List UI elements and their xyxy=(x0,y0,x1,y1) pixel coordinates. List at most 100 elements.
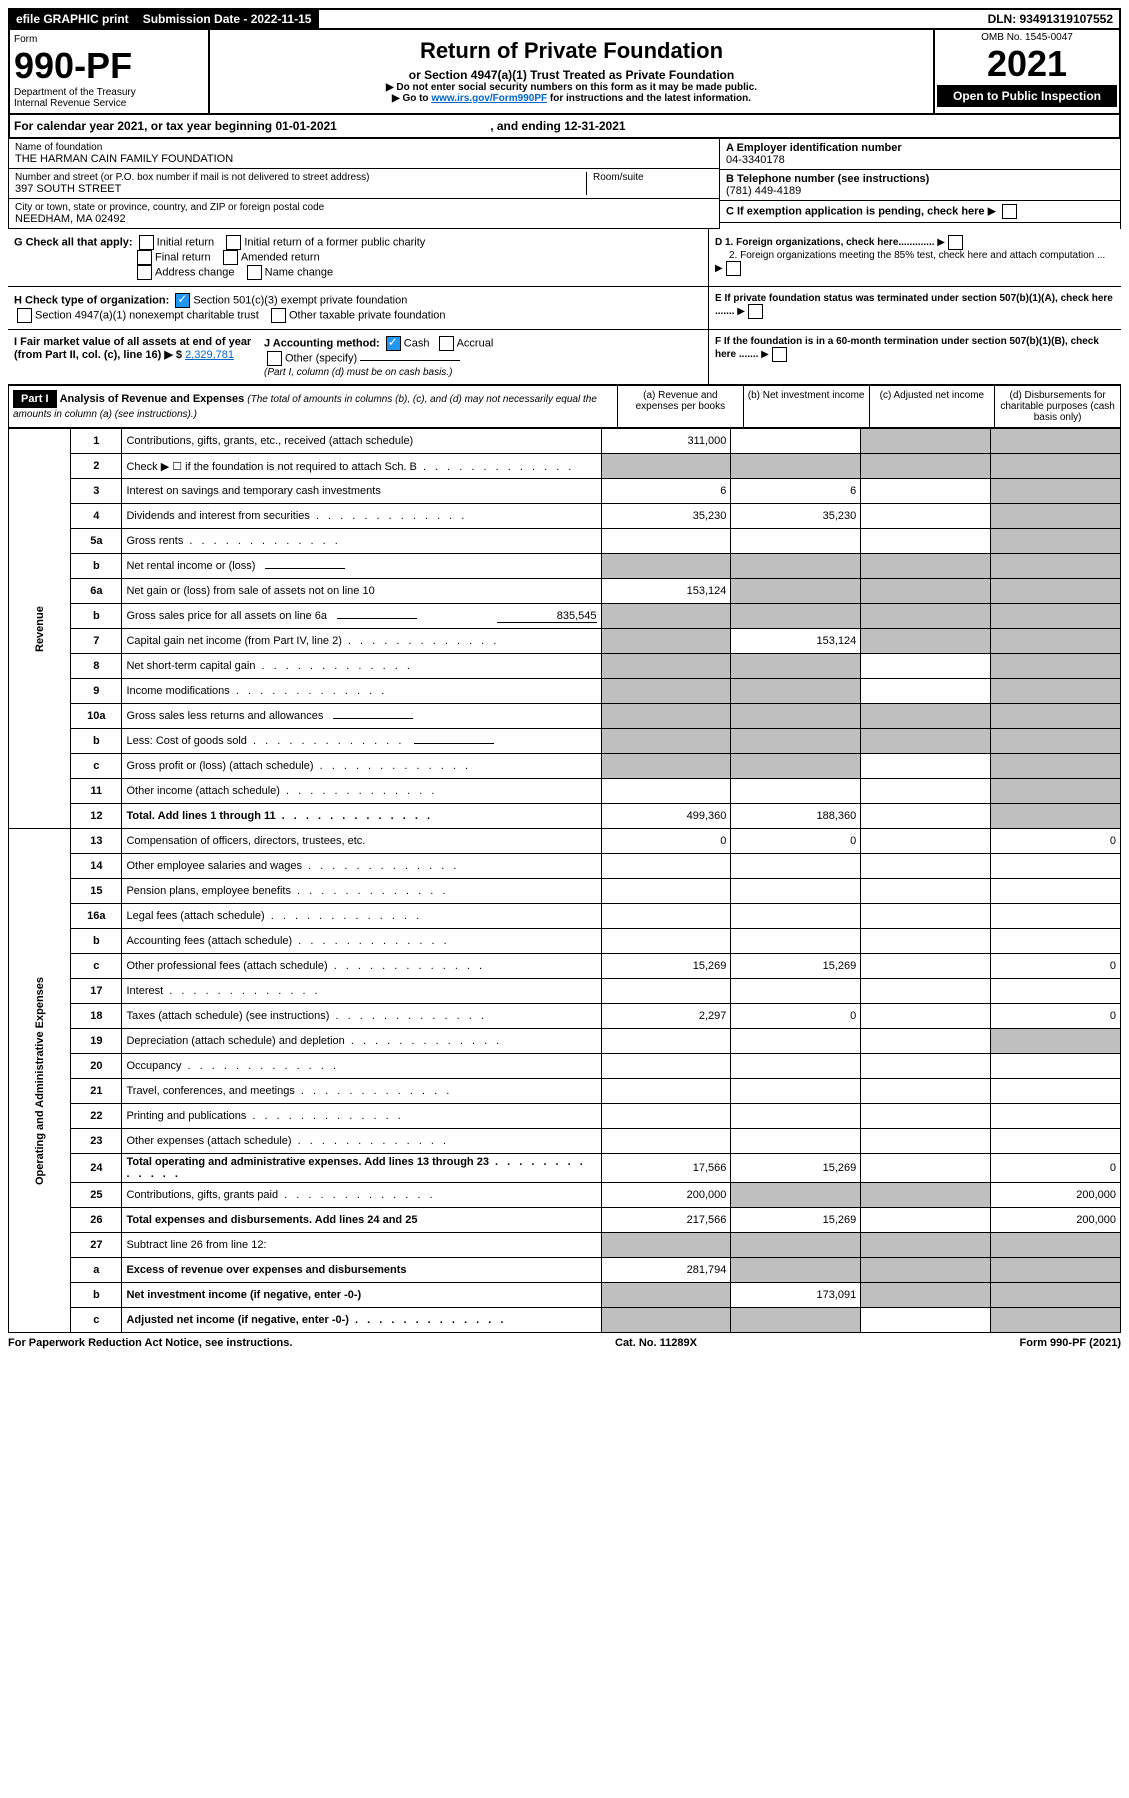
h3-checkbox[interactable] xyxy=(271,308,286,323)
j-other[interactable] xyxy=(267,351,282,366)
cell-d xyxy=(991,904,1121,929)
cell-a xyxy=(601,1079,731,1104)
cell-d xyxy=(991,929,1121,954)
table-row: 12Total. Add lines 1 through 11499,36018… xyxy=(9,804,1121,829)
checks-h: H Check type of organization: Section 50… xyxy=(8,287,1121,330)
cell-b xyxy=(731,1029,861,1054)
g-final[interactable] xyxy=(137,250,152,265)
cell-a xyxy=(601,554,731,579)
cell-c xyxy=(861,679,991,704)
cell-d: 0 xyxy=(991,829,1121,854)
table-row: bLess: Cost of goods sold xyxy=(9,729,1121,754)
table-row: 18Taxes (attach schedule) (see instructi… xyxy=(9,1004,1121,1029)
j-note: (Part I, column (d) must be on cash basi… xyxy=(264,367,452,378)
revenue-side-label: Revenue xyxy=(9,429,71,829)
h-label: H Check type of organization: xyxy=(14,294,169,306)
d2-checkbox[interactable] xyxy=(726,261,741,276)
cell-c xyxy=(861,1104,991,1129)
table-row: 2Check ▶ ☐ if the foundation is not requ… xyxy=(9,454,1121,479)
part1-header: Part I Analysis of Revenue and Expenses … xyxy=(8,385,1121,428)
cell-b xyxy=(731,704,861,729)
row-description: Other professional fees (attach schedule… xyxy=(122,954,601,979)
cell-b: 173,091 xyxy=(731,1283,861,1308)
i-value[interactable]: 2,329,781 xyxy=(185,349,234,361)
cell-d xyxy=(991,429,1121,454)
cell-a xyxy=(601,929,731,954)
table-row: 24Total operating and administrative exp… xyxy=(9,1154,1121,1183)
e-checkbox[interactable] xyxy=(748,304,763,319)
cell-a xyxy=(601,454,731,479)
cell-d xyxy=(991,854,1121,879)
cell-a xyxy=(601,1233,731,1258)
irs-link[interactable]: www.irs.gov/Form990PF xyxy=(431,93,547,104)
form-header: Form 990-PF Department of the Treasury I… xyxy=(8,30,1121,115)
cell-c xyxy=(861,729,991,754)
table-row: cGross profit or (loss) (attach schedule… xyxy=(9,754,1121,779)
row-number: 12 xyxy=(71,804,122,829)
open-public: Open to Public Inspection xyxy=(937,85,1117,107)
row-number: 15 xyxy=(71,879,122,904)
cell-c xyxy=(861,929,991,954)
row-number: 14 xyxy=(71,854,122,879)
g-address[interactable] xyxy=(137,265,152,280)
c-checkbox[interactable] xyxy=(1002,204,1017,219)
table-row: 3Interest on savings and temporary cash … xyxy=(9,479,1121,504)
cell-c xyxy=(861,804,991,829)
cell-d xyxy=(991,1283,1121,1308)
table-row: bGross sales price for all assets on lin… xyxy=(9,604,1121,629)
row-description: Capital gain net income (from Part IV, l… xyxy=(122,629,601,654)
row-number: 27 xyxy=(71,1233,122,1258)
row-number: b xyxy=(71,604,122,629)
cell-b xyxy=(731,554,861,579)
g-initial-former[interactable] xyxy=(226,235,241,250)
cell-b: 15,269 xyxy=(731,954,861,979)
g-initial[interactable] xyxy=(139,235,154,250)
cell-b xyxy=(731,854,861,879)
table-row: 6aNet gain or (loss) from sale of assets… xyxy=(9,579,1121,604)
row-description: Taxes (attach schedule) (see instruction… xyxy=(122,1004,601,1029)
g-amended[interactable] xyxy=(223,250,238,265)
j-accrual[interactable] xyxy=(439,336,454,351)
cell-b: 0 xyxy=(731,1004,861,1029)
table-row: 17Interest xyxy=(9,979,1121,1004)
cell-b xyxy=(731,979,861,1004)
cell-d xyxy=(991,1079,1121,1104)
f-checkbox[interactable] xyxy=(772,347,787,362)
row-description: Accounting fees (attach schedule) xyxy=(122,929,601,954)
table-row: 4Dividends and interest from securities3… xyxy=(9,504,1121,529)
calendar-year-line: For calendar year 2021, or tax year begi… xyxy=(8,115,1121,139)
table-row: 11Other income (attach schedule) xyxy=(9,779,1121,804)
dln: DLN: 93491319107552 xyxy=(982,10,1119,28)
cell-b xyxy=(731,654,861,679)
form-title: Return of Private Foundation xyxy=(214,38,929,64)
cell-b: 153,124 xyxy=(731,629,861,654)
h1-checkbox[interactable] xyxy=(175,293,190,308)
g-name[interactable] xyxy=(247,265,262,280)
row-number: 19 xyxy=(71,1029,122,1054)
h2-checkbox[interactable] xyxy=(17,308,32,323)
footer-right: Form 990-PF (2021) xyxy=(1020,1337,1121,1349)
cell-d xyxy=(991,579,1121,604)
row-number: a xyxy=(71,1258,122,1283)
efile-btn[interactable]: efile GRAPHIC print xyxy=(10,10,137,28)
cell-c xyxy=(861,1079,991,1104)
cell-b xyxy=(731,779,861,804)
cell-c xyxy=(861,1208,991,1233)
cell-b: 35,230 xyxy=(731,504,861,529)
row-number: c xyxy=(71,954,122,979)
cell-d xyxy=(991,479,1121,504)
cell-b xyxy=(731,1129,861,1154)
expenses-side-label: Operating and Administrative Expenses xyxy=(9,829,71,1333)
row-number: 21 xyxy=(71,1079,122,1104)
cell-d: 200,000 xyxy=(991,1208,1121,1233)
table-row: Operating and Administrative Expenses13C… xyxy=(9,829,1121,854)
cell-a: 281,794 xyxy=(601,1258,731,1283)
table-row: 9Income modifications xyxy=(9,679,1121,704)
d1-label: D 1. Foreign organizations, check here..… xyxy=(715,237,935,248)
d1-checkbox[interactable] xyxy=(948,235,963,250)
row-number: 5a xyxy=(71,529,122,554)
row-description: Total operating and administrative expen… xyxy=(122,1154,601,1183)
row-description: Compensation of officers, directors, tru… xyxy=(122,829,601,854)
row-number: b xyxy=(71,554,122,579)
j-cash[interactable] xyxy=(386,336,401,351)
